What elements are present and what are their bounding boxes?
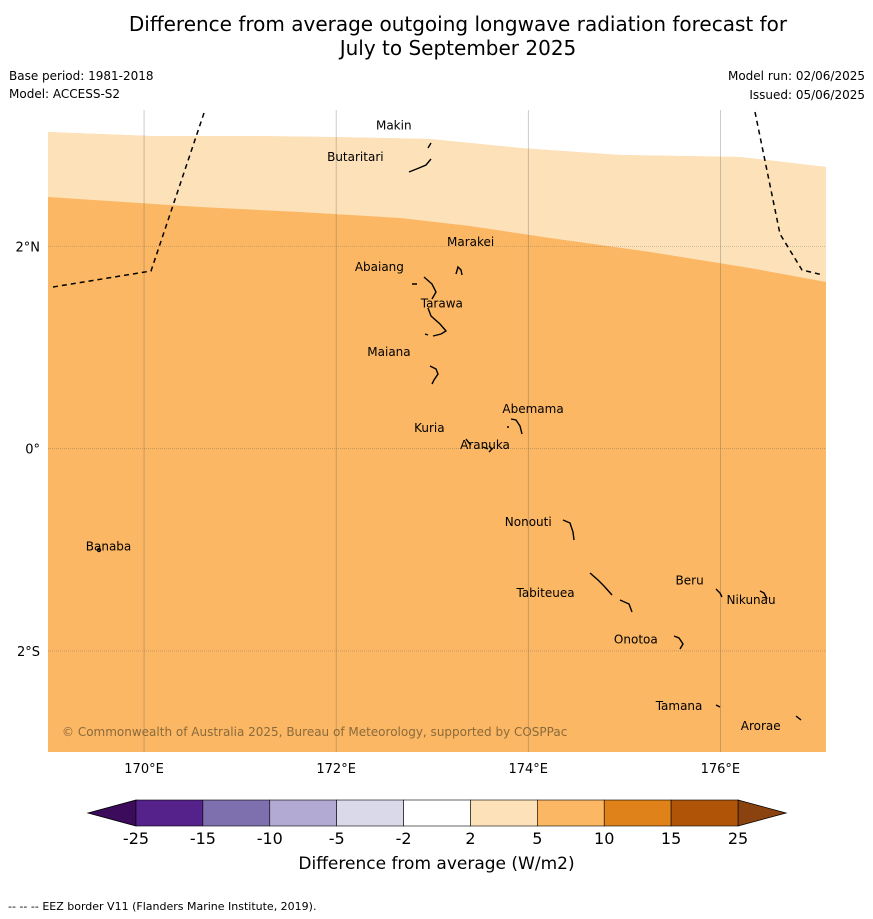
island-outline <box>759 590 768 600</box>
longitude-labels: 170°E 172°E 174°E 176°E <box>124 762 740 777</box>
place-label-aranuka: Aranuka <box>460 438 510 452</box>
island-outline <box>482 445 493 453</box>
place-label-tamana: Tamana <box>655 699 703 713</box>
place-label-nonouti: Nonouti <box>505 515 552 529</box>
place-label-maiana: Maiana <box>367 345 410 359</box>
island-outline <box>589 572 633 613</box>
issued-text: Issued: 05/06/2025 <box>749 88 865 102</box>
island-outline <box>408 158 432 173</box>
island-outline <box>715 704 721 708</box>
longitude-label: 172°E <box>316 762 356 777</box>
eez-border-east <box>754 111 824 276</box>
colorbar-tick-label: -5 <box>329 829 345 848</box>
no-data-strip <box>48 110 826 167</box>
title-line-2: July to September 2025 <box>339 36 577 60</box>
place-label-banaba: Banaba <box>86 539 132 553</box>
latitude-labels: 2°N 0° 2°S <box>16 240 41 659</box>
place-label-abaiang: Abaiang <box>355 260 404 274</box>
colorbar-label: Difference from average (W/m2) <box>298 854 575 874</box>
island-outline <box>507 418 523 435</box>
longitude-label: 170°E <box>124 762 164 777</box>
place-label-nikunau: Nikunau <box>727 593 776 607</box>
copyright-text: © Commonwealth of Australia 2025, Bureau… <box>62 725 567 739</box>
place-label-makin: Makin <box>376 119 412 133</box>
colorbar-tick-label: -10 <box>257 829 283 848</box>
eez-border-west <box>52 109 206 288</box>
latitude-label: 2°N <box>16 240 41 255</box>
island-outline <box>427 142 432 149</box>
island-outline <box>96 547 102 553</box>
island-outline <box>424 307 448 337</box>
colorbar-swatch <box>470 799 538 827</box>
longitude-label: 176°E <box>701 762 741 777</box>
colorbar-tick-label: 2 <box>465 829 475 848</box>
place-label-butaritari: Butaritari <box>327 150 384 164</box>
colorbar-swatch <box>403 799 471 827</box>
base-period-text: Base period: 1981-2018 <box>9 69 154 83</box>
latitude-label: 2°S <box>17 645 40 660</box>
colorbar-tick-label: -25 <box>123 829 149 848</box>
island-outline <box>429 365 439 385</box>
island-outline <box>673 635 684 650</box>
colorbar-swatch <box>135 799 204 827</box>
latitude-label: 0° <box>25 443 40 458</box>
place-label-abemama: Abemama <box>502 402 563 416</box>
model-text: Model: ACCESS-S2 <box>9 87 121 101</box>
eez-legend-text: EEZ border V11 (Flanders Marine Institut… <box>42 900 317 913</box>
island-outline <box>562 519 575 541</box>
island-outlines <box>96 142 802 721</box>
place-label-tabiteuea: Tabiteuea <box>515 586 574 600</box>
colorbar-tick-label: -2 <box>396 829 412 848</box>
colorbar-tick-label: 5 <box>532 829 542 848</box>
colorbar-swatch <box>202 799 271 827</box>
colorbar-extend-low <box>86 799 137 827</box>
colorbar-swatch <box>537 799 605 827</box>
island-labels: Makin Butaritari Marakei Abaiang Tarawa Maian… <box>86 119 781 734</box>
colorbar-swatch <box>670 799 739 827</box>
island-outline <box>465 438 472 446</box>
place-label-arorae: Arorae <box>741 719 781 733</box>
island-outline <box>795 715 802 721</box>
colorbar-extend-high <box>737 799 788 827</box>
place-label-marakei: Marakei <box>447 235 494 249</box>
colorbar-tick-label: 10 <box>594 829 614 848</box>
colorbar-tick-label: 25 <box>728 829 748 848</box>
place-label-tarawa: Tarawa <box>420 297 463 311</box>
colorbar-swatch <box>603 799 672 827</box>
place-label-kuria: Kuria <box>414 421 445 435</box>
map-panel: Makin Butaritari Marakei Abaiang Tarawa Maian… <box>48 109 826 752</box>
place-label-beru: Beru <box>676 574 704 588</box>
colorbar: -25 -15 -10 -5 -2 2 5 10 15 25 <box>86 799 788 848</box>
colorbar-swatch <box>336 799 404 827</box>
anomaly-band-2-to-5 <box>48 132 826 282</box>
colorbar-swatch <box>269 799 337 827</box>
page-title: Difference from average outgoing longwav… <box>0 12 873 60</box>
island-outline <box>455 265 463 276</box>
title-line-1: Difference from average outgoing longwav… <box>128 12 788 36</box>
eez-legend-symbol: -- -- -- <box>8 900 39 913</box>
footer-legend: -- -- -- EEZ border V11 (Flanders Marine… <box>8 900 316 913</box>
longitude-label: 174°E <box>508 762 548 777</box>
colorbar-tick-label: -15 <box>190 829 216 848</box>
island-outline <box>715 588 723 598</box>
colorbar-tick-label: 15 <box>661 829 681 848</box>
graticule <box>48 110 826 752</box>
place-label-onotoa: Onotoa <box>614 632 658 646</box>
island-outline <box>412 276 437 300</box>
model-run-text: Model run: 02/06/2025 <box>727 69 865 83</box>
